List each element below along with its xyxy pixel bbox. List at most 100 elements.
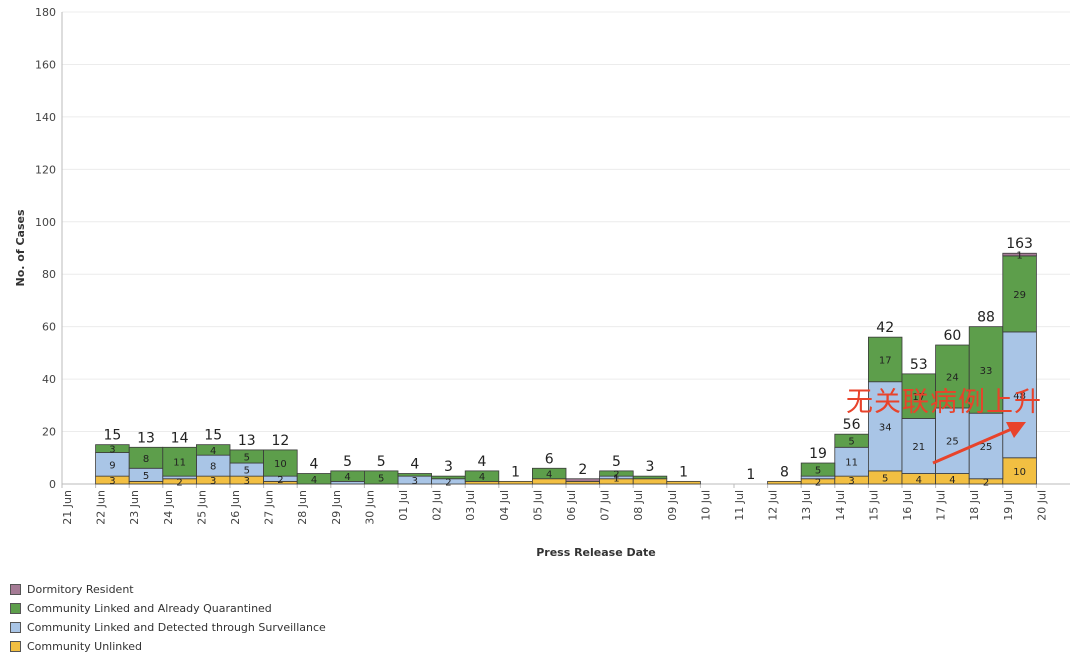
segment-value-label: 8 [210, 462, 216, 473]
segment-value-label: 4 [546, 470, 552, 481]
segment-value-label: 8 [143, 454, 149, 465]
bar-segment [1002, 252, 1037, 257]
segment-value-label: 4 [916, 475, 922, 486]
x-tick-label: 25 Jun [195, 490, 208, 525]
bar-segment [935, 407, 970, 474]
x-tick-label: 21 Jun [61, 490, 74, 525]
x-tick-label: 18 Jul [968, 490, 981, 521]
segment-value-label: 5 [882, 473, 888, 484]
legend: Dormitory Resident Community Linked and … [10, 580, 326, 656]
x-tick-label: 19 Jul [1002, 490, 1015, 521]
y-tick-label: 140 [35, 111, 56, 124]
x-tick-label: 28 Jun [296, 490, 309, 525]
bar-total-label: 42 [876, 320, 894, 336]
y-tick-label: 0 [49, 478, 56, 491]
bar-total-label: 12 [271, 433, 289, 449]
segment-value-label: 2 [613, 470, 619, 481]
legend-item-unlinked: Community Unlinked [10, 637, 326, 656]
x-tick-label: 24 Jun [162, 490, 175, 525]
segment-value-label: 5 [815, 466, 821, 477]
x-tick-label: 29 Jun [330, 490, 343, 525]
legend-item-dormitory: Dormitory Resident [10, 580, 326, 599]
segment-value-label: 5 [848, 437, 854, 448]
y-tick-label: 80 [42, 268, 56, 281]
x-tick-label: 17 Jul [935, 490, 948, 521]
bar-total-label: 4 [410, 457, 419, 473]
segment-value-label: 17 [912, 392, 925, 403]
legend-label: Community Linked and Already Quarantined [27, 602, 272, 615]
segment-value-label: 5 [143, 471, 149, 482]
segment-value-label: 24 [946, 372, 959, 383]
segment-value-label: 3 [412, 476, 418, 487]
segment-value-label: 4 [311, 475, 317, 486]
bar-segment [1002, 255, 1037, 333]
segment-value-label: 5 [244, 452, 250, 463]
bar-segment [767, 480, 802, 485]
y-tick-label: 100 [35, 216, 56, 229]
segment-value-label: 2 [277, 475, 283, 486]
bar-total-label: 14 [171, 430, 189, 446]
annotation-arrow-line [932, 426, 1015, 465]
segment-value-label: 11 [845, 458, 858, 469]
segment-value-label: 9 [109, 460, 115, 471]
segment-value-label: 3 [244, 476, 250, 487]
y-tick-label: 160 [35, 58, 56, 71]
bar-segment [1002, 457, 1037, 485]
y-tick-label: 120 [35, 163, 56, 176]
x-tick-label: 04 Jul [498, 490, 511, 521]
legend-swatch [10, 603, 21, 614]
bar-total-label: 13 [137, 430, 155, 446]
x-axis-title: Press Release Date [536, 546, 656, 559]
segment-value-label: 25 [980, 442, 993, 453]
segment-value-label: 34 [879, 422, 892, 433]
bar-segment [162, 446, 197, 477]
bar-segment [532, 467, 567, 480]
x-tick-label: 27 Jun [263, 490, 276, 525]
bar-total-label: 15 [103, 428, 121, 444]
segment-value-label: 1 [613, 473, 619, 484]
segment-value-label: 4 [479, 472, 485, 483]
x-tick-label: 15 Jul [867, 490, 880, 521]
segment-value-label: 29 [1013, 290, 1026, 301]
segment-value-label: 4 [210, 446, 216, 457]
segment-value-label: 4 [344, 472, 350, 483]
legend-swatch [10, 622, 21, 633]
bar-segment [666, 480, 701, 485]
x-tick-label: 11 Jul [733, 490, 746, 521]
segment-value-label: 3 [109, 445, 115, 456]
bar-total-label: 5 [343, 454, 352, 470]
segment-value-label: 3 [109, 476, 115, 487]
bar-segment [632, 475, 668, 480]
bar-segment [498, 480, 533, 485]
y-tick-label: 20 [42, 426, 56, 439]
x-tick-label: 03 Jul [464, 490, 477, 521]
bar-total-label: 13 [238, 433, 256, 449]
bar-segment [397, 473, 432, 477]
segment-value-label: 2 [815, 477, 821, 488]
y-tick-label: 40 [42, 373, 56, 386]
legend-label: Dormitory Resident [27, 583, 134, 596]
bar-total-label: 6 [545, 451, 554, 467]
bar-segment [632, 478, 668, 485]
segment-value-label: 33 [980, 366, 993, 377]
segment-value-label: 48 [1013, 391, 1026, 402]
legend-label: Community Unlinked [27, 640, 142, 653]
bar-segment [599, 470, 634, 477]
bar-total-label: 8 [780, 464, 789, 480]
x-tick-label: 07 Jul [599, 490, 612, 521]
bar-segment [834, 433, 869, 448]
x-tick-label: 13 Jul [800, 490, 813, 521]
segment-value-label: 11 [173, 458, 186, 469]
x-tick-label: 23 Jun [128, 490, 141, 525]
legend-label: Community Linked and Detected through Su… [27, 621, 326, 634]
bar-total-label: 60 [943, 328, 961, 344]
segment-value-label: 17 [879, 355, 892, 366]
bar-total-label: 5 [377, 454, 386, 470]
bar-total-label: 1 [679, 464, 688, 480]
segment-value-label: 1 [1016, 251, 1022, 262]
bar-segment [800, 462, 836, 477]
segment-value-label: 10 [274, 459, 287, 470]
x-tick-label: 08 Jul [632, 490, 645, 521]
x-tick-label: 20 Jul [1035, 490, 1048, 521]
segment-value-label: 2 [445, 477, 451, 488]
